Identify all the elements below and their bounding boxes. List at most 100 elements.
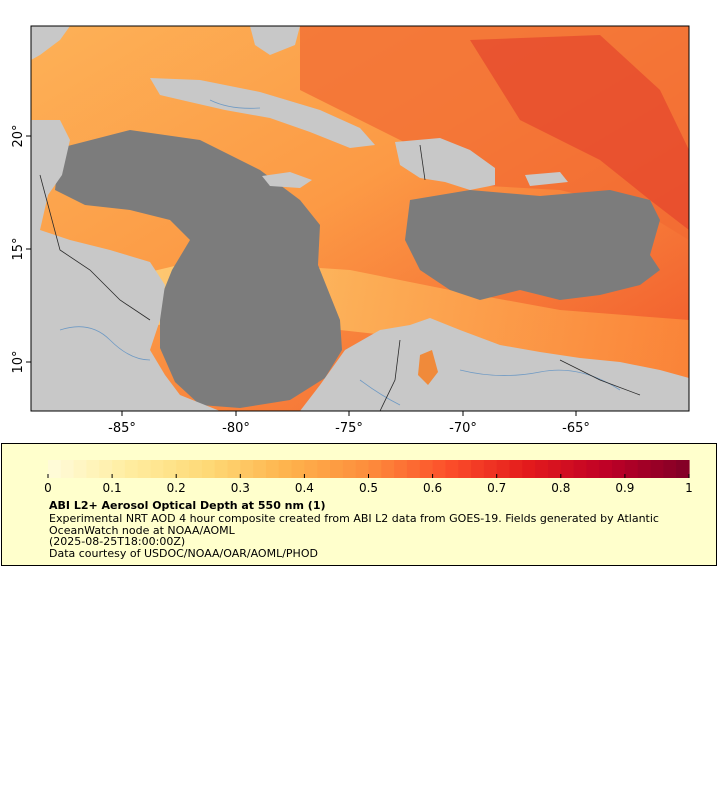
colorbar-swatch	[60, 460, 75, 478]
colorbar-swatch	[586, 460, 600, 478]
cuba	[150, 78, 375, 148]
colorbar-swatch	[253, 460, 267, 478]
colorbar-swatch	[124, 460, 139, 478]
legend-timestamp: (2025-08-25T18:00:00Z)	[49, 535, 186, 548]
colorbar-swatch	[381, 460, 395, 478]
river	[459, 369, 621, 391]
colorbar-swatch	[560, 460, 575, 478]
country-border	[379, 339, 401, 411]
land-masses	[31, 26, 689, 411]
y-tick-label: 20°	[11, 124, 26, 147]
colorbar: 0 0.1 0.2 0.3 0.4 0.5 0.6 0.7 0.8 0.9 1	[44, 460, 693, 495]
colorbar-swatch	[624, 460, 639, 478]
colorbar-tick-label: 0.6	[423, 481, 442, 495]
colorbar-swatch	[522, 460, 536, 478]
country-border	[559, 359, 641, 396]
colorbar-swatch	[201, 460, 216, 478]
colorbar-swatch	[394, 460, 408, 478]
colorbar-swatch	[137, 460, 152, 478]
colorbar-swatch	[112, 460, 126, 478]
lake-maracaibo	[418, 350, 438, 385]
colorbar-swatch	[547, 460, 562, 478]
colorbar-tick-label: 0	[44, 481, 52, 495]
legend-description: Experimental NRT AOD 4 hour composite cr…	[49, 512, 659, 537]
colorbar-swatches	[48, 460, 690, 478]
colorbar-tick-label: 0.9	[615, 481, 634, 495]
map-layers	[31, 26, 689, 411]
colorbar-swatch	[650, 460, 664, 478]
colorbar-tick-label: 0.7	[487, 481, 506, 495]
river	[209, 99, 261, 109]
colorbar-tick-label: 0.1	[103, 481, 122, 495]
aod-map: -85° -80° -75° -70° -65° 20° 15° 10°	[11, 25, 690, 436]
colorbar-swatch	[163, 460, 177, 478]
colorbar-tick-label: 0.4	[295, 481, 314, 495]
x-axis: -85° -80° -75° -70° -65°	[108, 411, 590, 436]
colorbar-tick-label: 0.5	[359, 481, 378, 495]
colorbar-swatch	[304, 460, 318, 478]
colorbar-swatch	[445, 460, 459, 478]
colorbar-swatch	[86, 460, 100, 478]
colorbar-swatch	[99, 460, 113, 478]
colorbar-swatch	[278, 460, 293, 478]
aod-peak-band	[470, 35, 689, 230]
colorbar-swatch	[432, 460, 447, 478]
colorbar-swatch	[317, 460, 331, 478]
hispaniola	[395, 138, 495, 190]
central-america	[31, 120, 220, 411]
y-axis: 20° 15° 10°	[11, 124, 31, 374]
colorbar-swatch	[573, 460, 588, 478]
colorbar-swatch	[496, 460, 511, 478]
colorbar-swatch	[355, 460, 370, 478]
colorbar-swatch	[227, 460, 241, 478]
colorbar-swatch	[483, 460, 498, 478]
jamaica	[262, 172, 312, 188]
colorbar-swatch	[73, 460, 88, 478]
colorbar-swatch	[406, 460, 421, 478]
legend-credit: Data courtesy of USDOC/NOAA/OAR/AOML/PHO…	[49, 547, 318, 560]
nw-land	[31, 26, 70, 60]
colorbar-swatch	[676, 460, 690, 478]
legend-panel: 0 0.1 0.2 0.3 0.4 0.5 0.6 0.7 0.8 0.9 1 ABI L2+ Ae…	[1, 443, 717, 566]
x-tick-label: -75°	[335, 421, 363, 436]
colorbar-swatch	[535, 460, 549, 478]
colorbar-swatch	[368, 460, 382, 478]
colorbar-swatch	[330, 460, 344, 478]
colorbar-ticks: 0 0.1 0.2 0.3 0.4 0.5 0.6 0.7 0.8 0.9 1	[44, 474, 693, 495]
colorbar-swatch	[342, 460, 357, 478]
caribbean-nodata	[55, 130, 342, 408]
florida	[250, 26, 300, 55]
colorbar-tick-label: 0.8	[551, 481, 570, 495]
map-panel: -85° -80° -75° -70° -65° 20° 15° 10°	[11, 25, 690, 436]
colorbar-swatch	[471, 460, 485, 478]
colorbar-swatch	[419, 460, 434, 478]
colorbar-swatch	[189, 460, 203, 478]
colorbar-swatch	[176, 460, 190, 478]
x-tick-label: -70°	[449, 421, 477, 436]
river	[359, 379, 401, 406]
y-tick-label: 10°	[11, 350, 26, 373]
colorbar-tick-label: 0.2	[167, 481, 186, 495]
east-caribbean-nodata	[405, 190, 660, 300]
y-tick-label: 15°	[11, 237, 26, 260]
colorbar-tick-label: 0.3	[231, 481, 250, 495]
x-tick-label: -80°	[222, 421, 250, 436]
colorbar-swatch	[48, 460, 62, 478]
legend-title: ABI L2+ Aerosol Optical Depth at 550 nm …	[49, 499, 326, 512]
colorbar-swatch	[240, 460, 254, 478]
colorbar-swatch	[214, 460, 229, 478]
x-tick-label: -85°	[108, 421, 136, 436]
plot-frame	[30, 25, 690, 412]
x-tick-label: -65°	[562, 421, 590, 436]
colorbar-swatch	[599, 460, 613, 478]
colorbar-swatch	[458, 460, 472, 478]
colorbar-swatch	[509, 460, 523, 478]
colorbar-swatch	[265, 460, 280, 478]
river	[59, 326, 151, 361]
country-border	[39, 174, 151, 321]
colorbar-swatch	[612, 460, 626, 478]
borders	[39, 144, 641, 411]
country-border	[419, 144, 426, 181]
colorbar-swatch	[150, 460, 164, 478]
puerto-rico	[525, 172, 568, 186]
